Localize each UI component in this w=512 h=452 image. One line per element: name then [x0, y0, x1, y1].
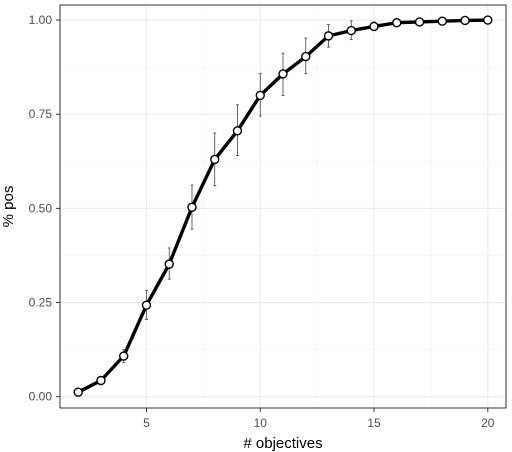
y-tick-label: 0.25	[29, 296, 53, 310]
data-point	[119, 351, 129, 361]
data-point	[164, 259, 174, 269]
data-point	[346, 25, 356, 36]
x-tick-label: 10	[254, 416, 268, 430]
y-tick-label: 1.00	[29, 13, 53, 27]
data-point	[460, 15, 470, 26]
data-point	[323, 31, 334, 41]
x-tick-label: 15	[367, 416, 381, 430]
data-point	[483, 15, 493, 25]
data-points	[73, 15, 493, 397]
data-point	[301, 51, 311, 62]
data-point	[187, 202, 197, 212]
data-point	[278, 69, 288, 79]
y-tick-label: 0.75	[29, 107, 53, 121]
data-point	[232, 126, 243, 136]
data-point	[210, 154, 220, 165]
data-point	[369, 21, 379, 32]
grid	[60, 5, 506, 408]
axis-ticks: 5 10 15 20 0.00 0.25 0.50 0.75 1.00	[29, 4, 507, 430]
y-tick-label: 0.00	[29, 390, 53, 404]
data-point	[414, 17, 425, 27]
data-point	[437, 16, 447, 26]
data-point	[96, 375, 106, 386]
data-point	[73, 387, 83, 397]
y-axis-title: % pos	[0, 186, 17, 228]
x-tick-label: 5	[143, 416, 150, 430]
data-point	[255, 90, 265, 101]
panel-border	[59, 4, 507, 409]
error-bars	[76, 19, 467, 395]
data-point	[141, 300, 152, 310]
y-tick-label: 0.50	[29, 201, 53, 215]
x-axis-title: # objectives	[243, 435, 322, 452]
x-tick-label: 20	[481, 416, 495, 430]
data-point	[392, 18, 402, 28]
